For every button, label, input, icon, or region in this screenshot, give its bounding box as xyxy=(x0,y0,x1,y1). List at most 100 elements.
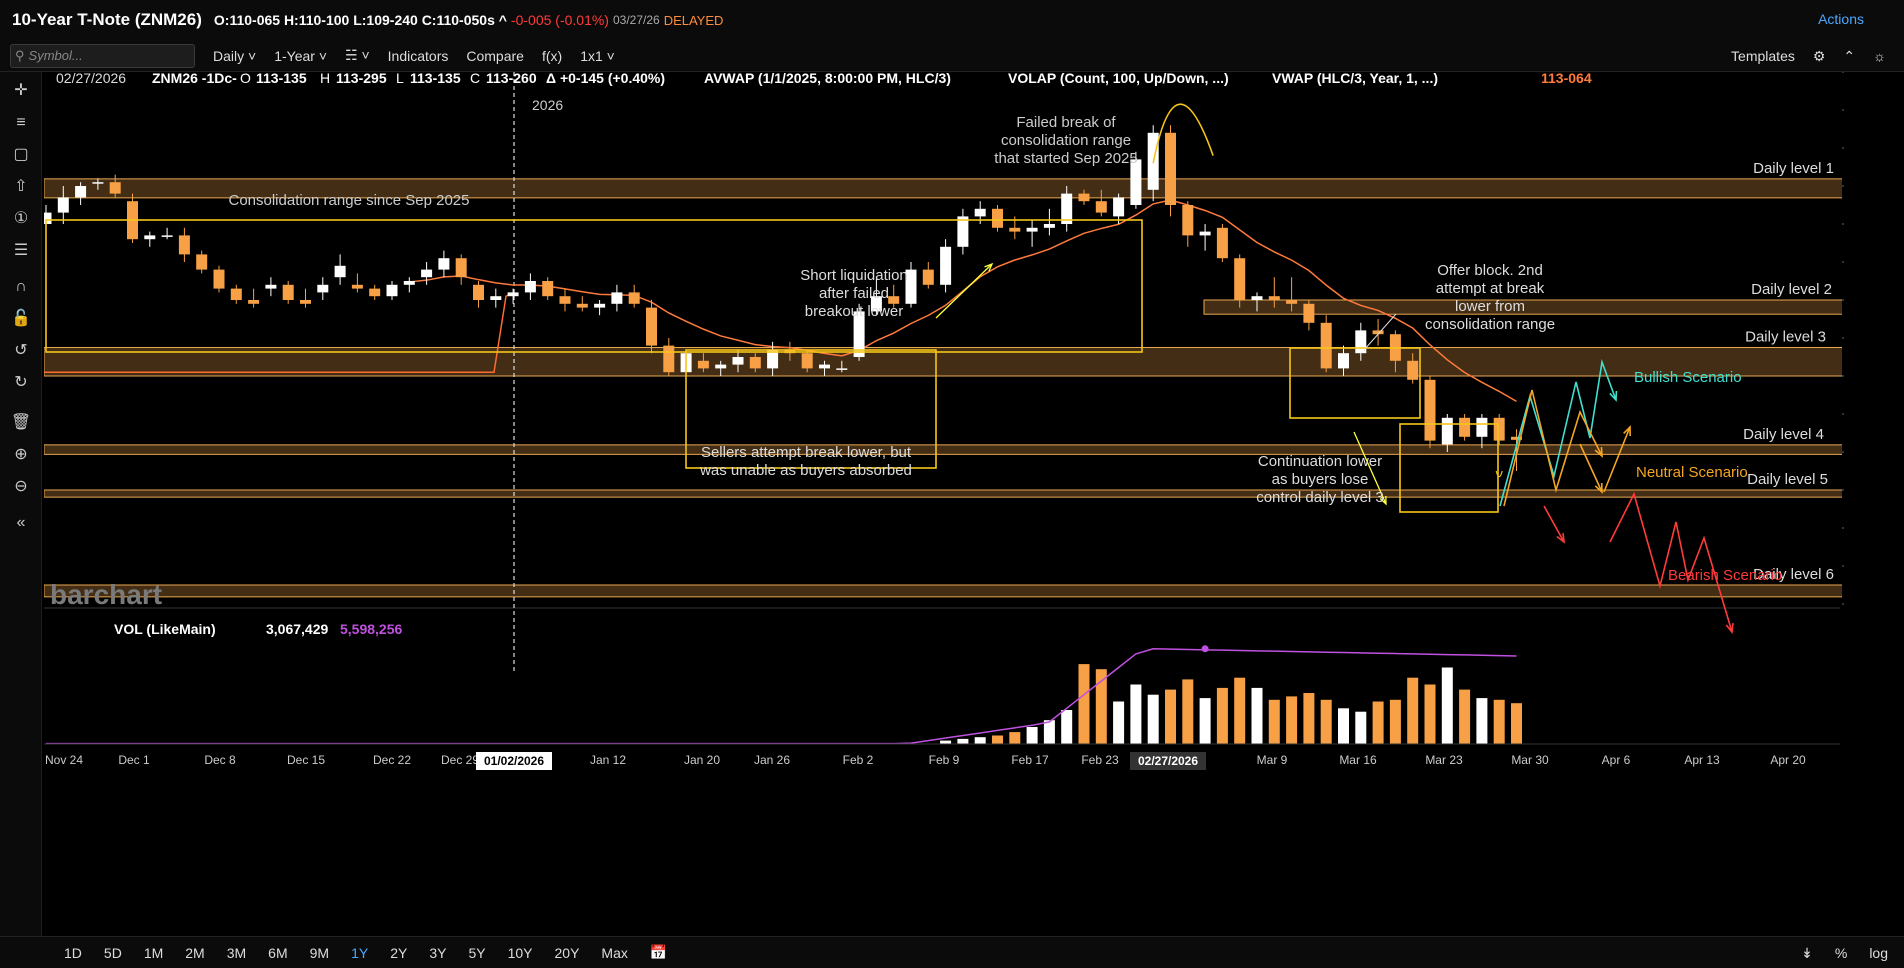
compare-button[interactable]: Compare xyxy=(466,47,524,64)
undo-icon[interactable]: ↺ xyxy=(14,342,28,359)
candle-body xyxy=(109,182,121,194)
x-axis-label: Feb 2 xyxy=(843,753,874,767)
legend-symbol: ZNM26 -1Dc- xyxy=(152,72,237,86)
daily-level-label: Daily level 6 xyxy=(1753,566,1834,583)
annotation-short-liq-1: Short liquidation xyxy=(800,267,908,284)
hover-date-tag-bg xyxy=(1130,752,1206,770)
candle-body xyxy=(507,292,519,297)
volume-bar xyxy=(1043,720,1055,744)
range-1m[interactable]: 1M xyxy=(143,944,164,961)
legend-delta: Δ +0-145 (+0.40%) xyxy=(546,72,665,86)
layout-select[interactable]: 1x1 ˅ xyxy=(580,47,615,64)
fx-button[interactable]: f(x) xyxy=(541,47,563,64)
number-icon[interactable]: ① xyxy=(13,210,29,227)
price-chart-svg[interactable]: Daily level 1 Daily level 2 Daily level 3 D… xyxy=(40,65,1902,936)
templates-button[interactable]: Templates xyxy=(1731,48,1795,64)
volume-bar xyxy=(1372,701,1384,744)
range-20y[interactable]: 20Y xyxy=(554,944,580,961)
scroll-end-icon[interactable]: ↡ xyxy=(1801,944,1813,961)
range-5y[interactable]: 5Y xyxy=(468,944,486,961)
candle-body xyxy=(1061,193,1073,224)
collapse-icon[interactable]: ⌃ xyxy=(1843,47,1856,64)
symbol-search[interactable]: ⚲ Symbol... xyxy=(10,43,195,68)
zoom-in-icon[interactable]: ⊕ xyxy=(14,446,28,463)
offer-block-box xyxy=(1289,347,1421,419)
lock-icon[interactable]: 🔓 xyxy=(11,310,31,327)
annotation-failed-break-1: Failed break of xyxy=(1016,114,1116,131)
volume-bar xyxy=(1216,687,1228,744)
candle-body xyxy=(905,269,917,304)
volume-bar xyxy=(1355,711,1367,744)
theme-icon[interactable]: ☼ xyxy=(1873,48,1886,64)
actions-menu[interactable]: Actions xyxy=(1818,11,1864,27)
range-3y[interactable]: 3Y xyxy=(429,944,447,961)
range-6m[interactable]: 6M xyxy=(268,944,288,961)
bearish-path-a-head xyxy=(1556,532,1565,544)
instrument-title: 10-Year T-Note (ZNM26) xyxy=(12,10,202,29)
volume-bar xyxy=(1026,727,1038,744)
candle-body xyxy=(767,349,779,369)
volume-bar xyxy=(1165,689,1176,744)
range-1y[interactable]: 1Y xyxy=(351,944,369,961)
percent-toggle[interactable]: % xyxy=(1834,945,1848,961)
gear-icon[interactable]: ⚙ xyxy=(1812,47,1826,64)
drawing-tools-sidebar: ✛ ≡ ▢ ⇧ ① ☰ ∩ 🔓 ↺ ↻ 🗑 ⊕ ⊖ « xyxy=(0,72,42,936)
volume-bar xyxy=(1251,687,1263,744)
range-3m[interactable]: 3M xyxy=(226,944,247,961)
chart-type-select[interactable]: ☵ ˅ xyxy=(345,47,370,64)
candle-body xyxy=(1286,300,1298,304)
annotation-continuation-2: as buyers lose xyxy=(1272,471,1369,488)
fib-icon[interactable]: ☰ xyxy=(13,242,29,259)
legend-volap[interactable]: VOLAP (Count, 100, Up/Down, ...) xyxy=(1008,70,1229,86)
x-axis-label: Apr 20 xyxy=(1770,753,1806,767)
redo-icon[interactable]: ↻ xyxy=(14,374,28,391)
neutral-path-b-head xyxy=(1623,425,1631,437)
low-arc xyxy=(1495,470,1503,478)
candle-body xyxy=(888,296,900,304)
interval-select[interactable]: Daily ˅ xyxy=(213,47,257,64)
range-2m[interactable]: 2M xyxy=(185,944,205,961)
crosshair-icon[interactable]: ✛ xyxy=(14,82,28,99)
x-axis-label: Mar 9 xyxy=(1257,753,1288,767)
annotation-continuation-3: control daily level 3 xyxy=(1256,489,1384,506)
volume-bar xyxy=(1182,679,1194,744)
range-1d[interactable]: 1D xyxy=(64,944,82,961)
symbol-input[interactable]: Symbol... xyxy=(28,48,83,63)
legend-avwap[interactable]: AVWAP (1/1/2025, 8:00:00 PM, HLC/3) xyxy=(704,70,951,86)
lines-icon[interactable]: ≡ xyxy=(16,114,26,131)
candle-body xyxy=(1078,193,1090,202)
chart-area[interactable]: Daily level 1 Daily level 2 Daily level 3 D… xyxy=(40,65,1902,936)
range-bar: 1D 5D 1M 2M 3M 6M 9M 1Y 2Y 3Y 5Y 10Y 20Y… xyxy=(0,936,1904,968)
range-9m[interactable]: 9M xyxy=(309,944,330,961)
trash-icon[interactable]: 🗑 xyxy=(10,414,32,431)
candle-body xyxy=(611,292,623,304)
range-10y[interactable]: 10Y xyxy=(507,944,533,961)
calendar-icon[interactable]: 📅 xyxy=(649,944,668,960)
candle-body xyxy=(57,197,69,213)
legend-o-label: O xyxy=(240,72,251,86)
indicators-button[interactable]: Indicators xyxy=(387,47,449,64)
candle-body xyxy=(282,284,294,300)
candle-body xyxy=(248,300,260,304)
candle-body xyxy=(1251,296,1263,300)
range-2y[interactable]: 2Y xyxy=(390,944,408,961)
search-icon: ⚲ xyxy=(15,47,25,63)
range-select[interactable]: 1-Year ˅ xyxy=(274,47,328,64)
legend-close: 113-260 xyxy=(486,72,537,86)
candle-body xyxy=(542,281,554,297)
range-5d[interactable]: 5D xyxy=(103,944,122,961)
volume-bar xyxy=(1113,701,1125,744)
candle-body xyxy=(1216,227,1228,259)
candle-body xyxy=(957,216,969,247)
magnet-icon[interactable]: ∩ xyxy=(15,278,27,295)
neutral-path-a-head xyxy=(1594,482,1603,494)
log-toggle[interactable]: log xyxy=(1869,945,1888,961)
collapse-sidebar-icon[interactable]: « xyxy=(16,514,26,531)
legend-vwap[interactable]: VWAP (HLC/3, Year, 1, ...) xyxy=(1272,70,1438,86)
shapes-icon[interactable]: ⇧ xyxy=(14,178,28,195)
price-change: -0-005 (-0.01%) xyxy=(510,12,609,28)
zoom-out-icon[interactable]: ⊖ xyxy=(14,478,28,495)
candle-body xyxy=(663,345,675,373)
range-max[interactable]: Max xyxy=(601,944,628,961)
rectangle-icon[interactable]: ▢ xyxy=(13,146,29,163)
